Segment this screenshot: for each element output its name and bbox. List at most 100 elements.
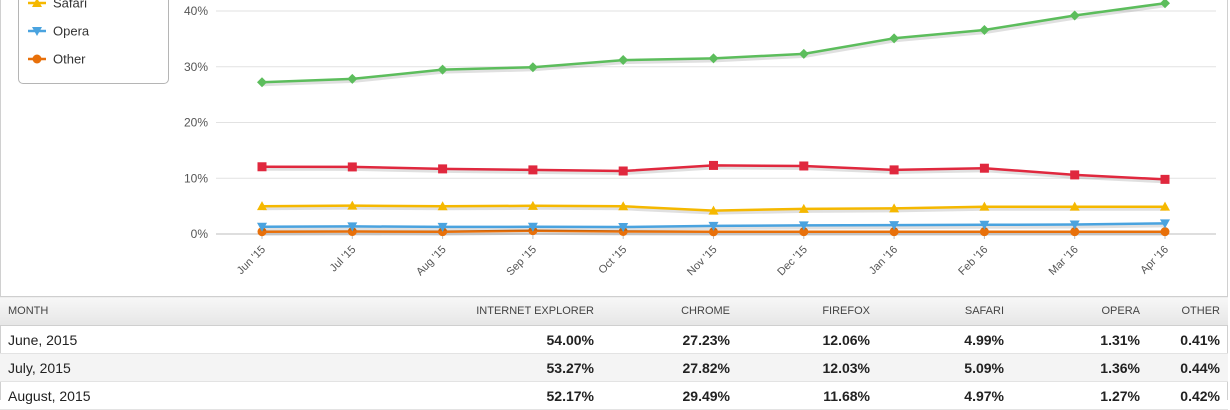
data-point-internet-explorer[interactable] xyxy=(618,166,628,176)
data-point-internet-explorer[interactable] xyxy=(979,163,989,173)
data-point-chrome[interactable] xyxy=(1069,10,1080,21)
legend-item-other[interactable]: Other xyxy=(28,52,86,67)
series-line-chrome xyxy=(261,1,1166,84)
x-tick-label: Jul '15 xyxy=(328,244,359,275)
header-safari[interactable]: SAFARI xyxy=(878,296,1012,326)
y-tick-label: 20% xyxy=(184,116,208,130)
other-cell: 0.44% xyxy=(1148,353,1228,382)
data-point-opera[interactable] xyxy=(979,220,990,230)
data-point-opera[interactable] xyxy=(618,223,629,233)
month-cell: June, 2015 xyxy=(0,325,436,354)
data-point-chrome[interactable] xyxy=(708,53,719,64)
data-point-safari[interactable] xyxy=(437,201,448,211)
series-layer xyxy=(257,0,1170,237)
data-point-internet-explorer[interactable] xyxy=(438,164,448,174)
data-point-internet-explorer[interactable] xyxy=(1160,174,1170,184)
header-chrome[interactable]: CHROME xyxy=(602,296,738,326)
data-point-opera[interactable] xyxy=(527,222,538,232)
data-point-chrome[interactable] xyxy=(347,73,358,84)
x-tick-label: Jan '16 xyxy=(867,244,900,277)
data-point-opera[interactable] xyxy=(1160,219,1170,229)
y-tick-label: 10% xyxy=(184,171,208,185)
chart-frame xyxy=(0,0,1228,400)
x-tick-label: Aug '15 xyxy=(414,244,449,279)
data-point-internet-explorer[interactable] xyxy=(1070,170,1080,180)
header-firefox[interactable]: FIREFOX xyxy=(738,296,878,326)
data-point-internet-explorer[interactable] xyxy=(257,162,267,172)
header-other[interactable]: OTHER xyxy=(1148,296,1228,326)
header-internet-explorer[interactable]: INTERNET EXPLORER xyxy=(436,296,602,326)
table-row: August, 2015 52.17% 29.49% 11.68% 4.97% … xyxy=(0,381,1228,410)
legend-entries: Safari Opera Other xyxy=(28,0,90,67)
opera-cell: 1.36% xyxy=(1012,353,1148,382)
data-point-safari[interactable] xyxy=(257,201,267,211)
data-point-chrome[interactable] xyxy=(979,24,990,35)
legend-marker-opera[interactable] xyxy=(32,27,42,36)
header-opera[interactable]: OPERA xyxy=(1012,296,1148,326)
data-point-opera[interactable] xyxy=(708,221,719,231)
data-point-safari[interactable] xyxy=(1160,201,1170,211)
table-header-row: MONTH INTERNET EXPLORER CHROME FIREFOX S… xyxy=(0,296,1228,326)
data-point-chrome[interactable] xyxy=(1160,0,1170,9)
chrome-cell: 27.82% xyxy=(602,353,738,382)
data-point-internet-explorer[interactable] xyxy=(889,165,899,175)
legend-marker-safari[interactable] xyxy=(32,0,42,7)
table-row: July, 2015 53.27% 27.82% 12.03% 5.09% 1.… xyxy=(0,353,1228,382)
data-point-safari[interactable] xyxy=(347,200,358,210)
chrome-cell: 29.49% xyxy=(602,381,738,410)
data-point-safari[interactable] xyxy=(889,203,900,213)
data-point-chrome[interactable] xyxy=(798,48,809,59)
series-other xyxy=(257,226,1170,237)
data-point-safari[interactable] xyxy=(527,200,538,210)
data-point-internet-explorer[interactable] xyxy=(709,160,718,170)
data-point-other[interactable] xyxy=(347,227,357,237)
data-point-other[interactable] xyxy=(1160,227,1170,237)
firefox-cell: 11.68% xyxy=(738,381,878,410)
opera-cell: 1.27% xyxy=(1012,381,1148,410)
data-point-opera[interactable] xyxy=(347,222,358,232)
legend-item-opera[interactable]: Opera xyxy=(28,24,90,39)
data-point-other[interactable] xyxy=(709,227,718,237)
header-month[interactable]: MONTH xyxy=(0,296,436,326)
data-point-safari[interactable] xyxy=(708,205,719,215)
table-row: June, 2015 54.00% 27.23% 12.06% 4.99% 1.… xyxy=(0,325,1228,354)
data-point-chrome[interactable] xyxy=(257,77,267,88)
chart-legend xyxy=(18,0,169,84)
data-point-safari[interactable] xyxy=(1069,201,1080,211)
data-point-other[interactable] xyxy=(257,227,267,237)
x-tick-label: Jun '15 xyxy=(235,244,268,277)
series-shadow xyxy=(262,3,1167,87)
data-point-opera[interactable] xyxy=(889,221,900,231)
y-axis-ticks: 0% 10% 20% 30% 40% xyxy=(184,4,208,241)
data-point-opera[interactable] xyxy=(798,221,809,231)
legend-marker-other[interactable] xyxy=(32,54,42,64)
legend-item-safari[interactable]: Safari xyxy=(28,0,87,11)
data-point-opera[interactable] xyxy=(1069,220,1080,230)
series-chrome xyxy=(257,0,1170,88)
data-point-opera[interactable] xyxy=(437,222,448,232)
data-point-safari[interactable] xyxy=(979,201,990,211)
data-point-other[interactable] xyxy=(889,227,899,237)
data-point-internet-explorer[interactable] xyxy=(347,162,357,172)
data-point-opera[interactable] xyxy=(257,222,267,232)
data-point-safari[interactable] xyxy=(618,201,629,211)
data-point-chrome[interactable] xyxy=(889,33,900,44)
data-point-internet-explorer[interactable] xyxy=(799,161,809,171)
data-point-other[interactable] xyxy=(979,227,989,237)
other-cell: 0.42% xyxy=(1148,381,1228,410)
data-table: MONTH INTERNET EXPLORER CHROME FIREFOX S… xyxy=(0,296,1228,410)
data-point-chrome[interactable] xyxy=(437,64,448,75)
firefox-cell: 12.03% xyxy=(738,353,878,382)
grid-lines xyxy=(216,10,1216,235)
chrome-cell: 27.23% xyxy=(602,325,738,354)
data-point-other[interactable] xyxy=(1070,227,1080,237)
data-point-other[interactable] xyxy=(799,227,809,237)
y-tick-label: 40% xyxy=(184,4,208,18)
data-point-internet-explorer[interactable] xyxy=(528,165,538,175)
data-point-safari[interactable] xyxy=(798,203,809,213)
legend-label: Safari xyxy=(53,0,87,11)
x-tick-label: Dec '15 xyxy=(775,244,810,279)
safari-cell: 4.97% xyxy=(878,381,1012,410)
data-point-chrome[interactable] xyxy=(527,62,538,73)
data-point-chrome[interactable] xyxy=(618,55,629,66)
